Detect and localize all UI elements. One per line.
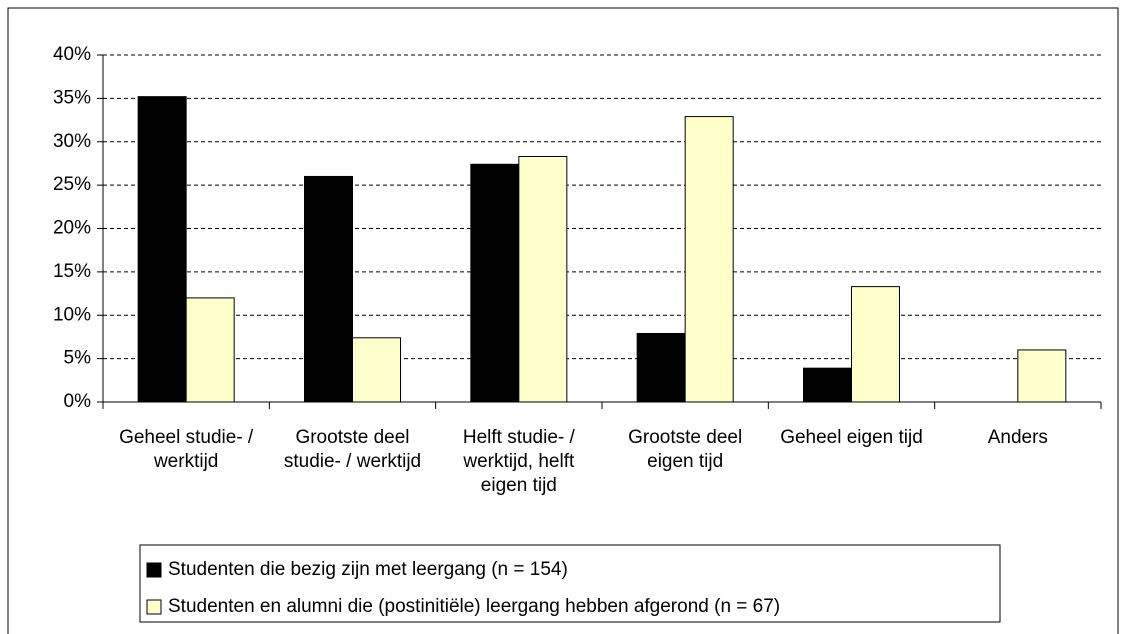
y-tick-label: 10% (53, 304, 91, 325)
bar (851, 286, 900, 403)
bar (684, 116, 734, 403)
bar (185, 297, 235, 403)
bar (1017, 349, 1067, 403)
legend-swatch (146, 562, 162, 578)
legend-label: Studenten en alumni die (postinitiële) l… (168, 596, 780, 617)
legend-swatch (146, 599, 162, 615)
x-tick-label: Anders (987, 427, 1048, 448)
y-tick-label: 25% (53, 174, 91, 195)
bar (137, 96, 187, 403)
y-tick-label: 40% (53, 44, 91, 65)
bar (636, 332, 686, 403)
bar (803, 367, 852, 403)
y-tick-label: 30% (53, 131, 91, 152)
y-tick-label: 35% (53, 87, 91, 108)
x-tick-label: Geheel studie- / werktijd (119, 427, 254, 472)
y-tick-label: 20% (53, 218, 91, 239)
bar (352, 337, 401, 403)
y-tick-label: 0% (64, 391, 92, 412)
x-tick-label: Helft studie- / werktijd, helft eigen ti… (462, 427, 575, 496)
x-tick-label: Grootste deel studie- / werktijd (283, 427, 422, 472)
bar (518, 155, 568, 403)
legend-label: Studenten die bezig zijn met leergang (n… (168, 559, 568, 580)
bar (470, 163, 520, 403)
x-tick-label: Geheel eigen tijd (780, 427, 923, 448)
bar (304, 175, 353, 403)
x-tick-label: Grootste deel eigen tijd (628, 427, 743, 472)
y-tick-label: 15% (53, 261, 91, 282)
legend-box (139, 544, 1001, 623)
y-tick-label: 5% (64, 348, 92, 369)
